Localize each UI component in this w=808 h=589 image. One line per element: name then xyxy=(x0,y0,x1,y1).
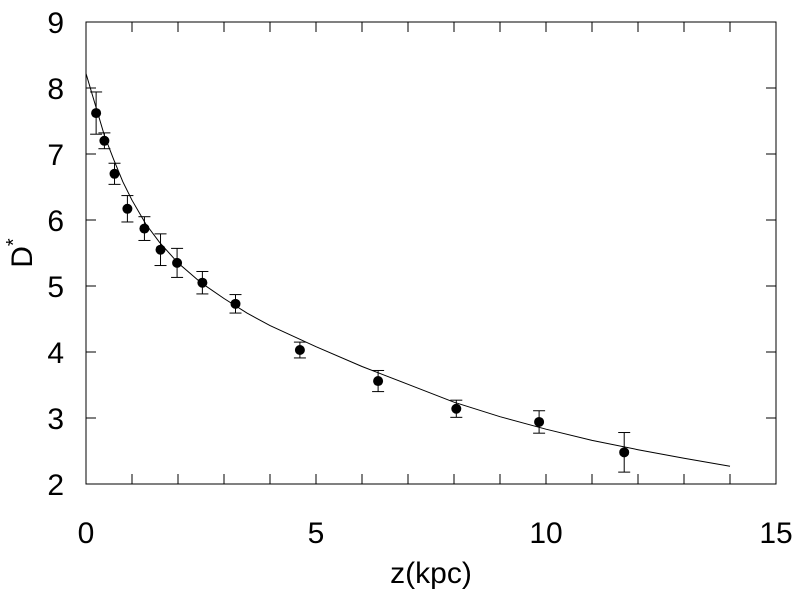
y-tick-label: 8 xyxy=(47,73,64,106)
y-tick-label: 7 xyxy=(47,139,64,172)
point-marker xyxy=(451,403,462,414)
point-marker xyxy=(534,416,545,427)
x-tick-label: 5 xyxy=(308,517,325,550)
point-marker xyxy=(619,447,630,458)
y-tick-label: 5 xyxy=(47,271,64,304)
point-marker xyxy=(294,345,305,356)
y-axis-title-sup: * xyxy=(3,238,25,246)
data-point xyxy=(533,410,546,434)
data-point xyxy=(229,294,242,314)
fit-curve xyxy=(85,73,731,467)
data-point xyxy=(98,132,111,150)
data-point xyxy=(171,247,184,278)
point-marker xyxy=(139,223,150,234)
point-marker xyxy=(373,376,384,387)
y-tick-label: 4 xyxy=(47,337,64,370)
data-point xyxy=(196,270,209,295)
point-marker xyxy=(155,244,166,255)
axis-ticks xyxy=(85,21,777,485)
data-point xyxy=(154,233,167,267)
data-point xyxy=(450,399,463,418)
point-marker xyxy=(172,257,183,268)
data-point xyxy=(618,432,631,473)
x-axis-title: z(kpc) xyxy=(390,557,472,589)
x-tick-label: 15 xyxy=(759,517,792,550)
x-tick-label: 0 xyxy=(78,517,95,550)
data-point xyxy=(90,91,103,135)
data-point xyxy=(121,195,134,223)
y-tick-label: 9 xyxy=(47,7,64,40)
y-axis-title-main: D xyxy=(6,246,39,268)
y-tick-label: 2 xyxy=(47,469,64,502)
point-marker xyxy=(91,108,102,119)
data-point xyxy=(372,369,385,393)
data-point xyxy=(293,341,306,359)
y-tick-labels: 2 3 4 5 6 7 8 9 xyxy=(47,7,64,502)
data-points xyxy=(90,91,631,473)
data-point xyxy=(108,162,121,185)
x-tick-labels: 0 5 10 15 xyxy=(78,517,793,550)
x-tick-label: 10 xyxy=(529,517,562,550)
point-marker xyxy=(230,298,241,309)
y-tick-label: 6 xyxy=(47,205,64,238)
point-marker xyxy=(122,203,133,214)
point-marker xyxy=(109,168,120,179)
point-marker xyxy=(197,277,208,288)
data-point xyxy=(138,216,151,241)
point-marker xyxy=(99,135,110,146)
y-axis-title: D* xyxy=(3,238,39,268)
y-tick-label: 3 xyxy=(47,403,64,436)
plot-frame xyxy=(85,21,777,485)
